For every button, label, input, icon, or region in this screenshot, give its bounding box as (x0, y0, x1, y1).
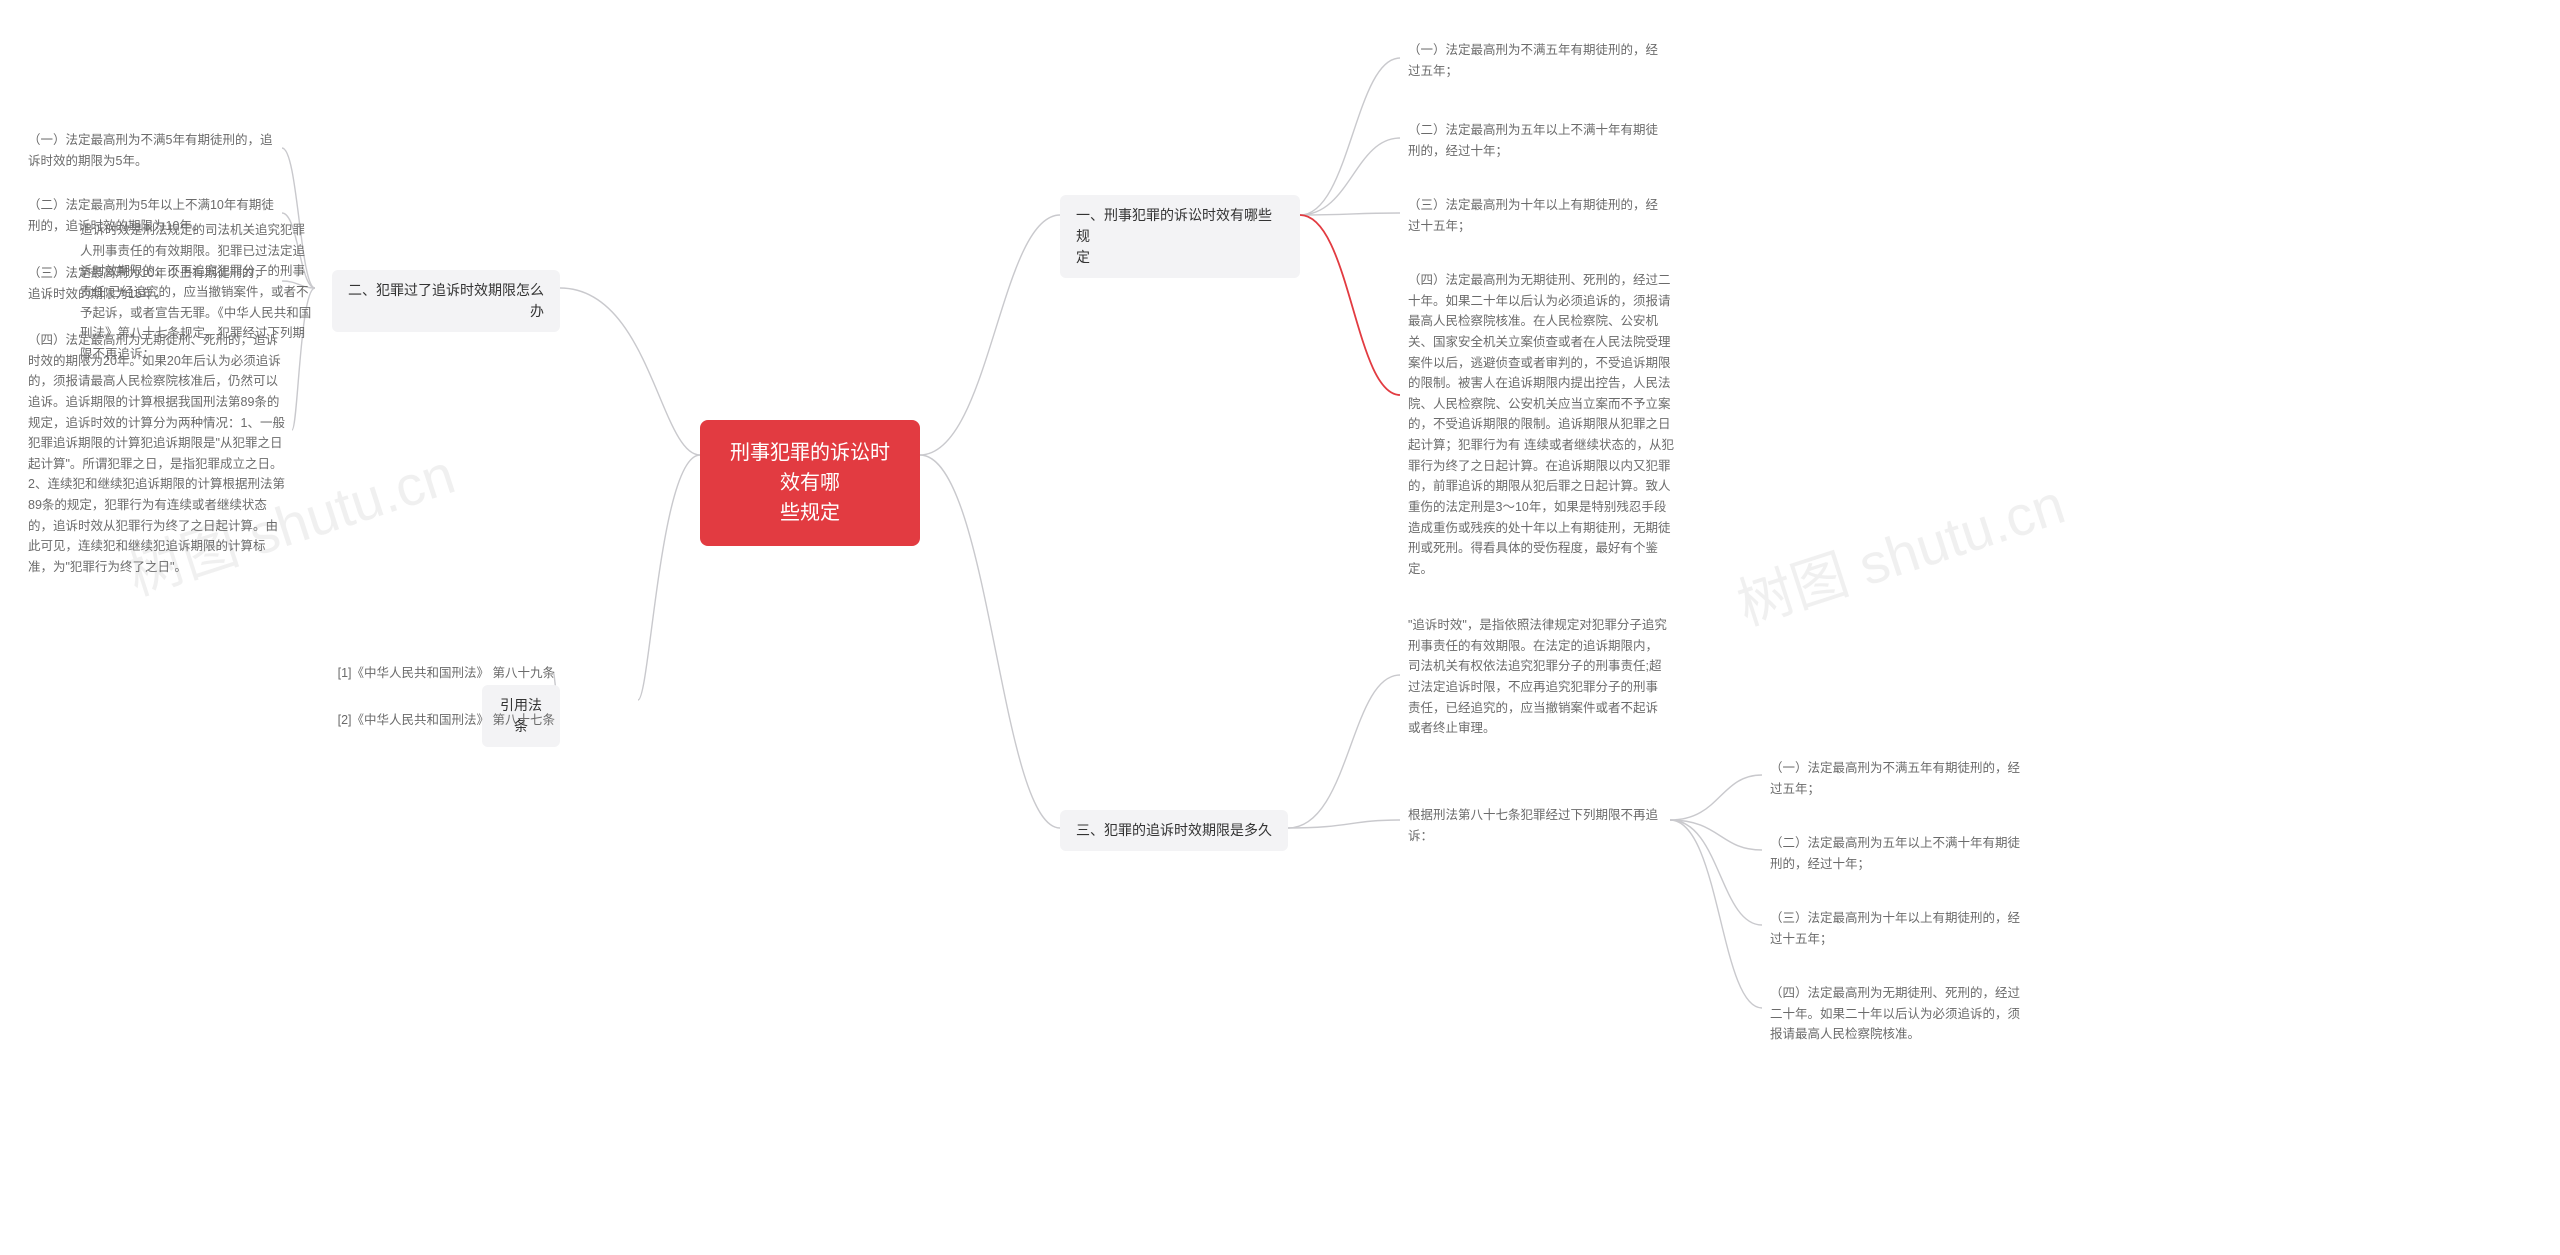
s1-leaf-1: （一）法定最高刑为不满五年有期徒刑的，经过五年； (1408, 40, 1668, 81)
s1-leaf-3: （三）法定最高刑为十年以上有期徒刑的，经过十五年； (1408, 195, 1668, 236)
s2-leaf-1: （一）法定最高刑为不满5年有期徒刑的，追诉时效的期限为5年。 (28, 130, 278, 171)
s2-leaf-2: （二）法定最高刑为5年以上不满10年有期徒刑的，追诉时效的期限为10年。 (28, 195, 278, 236)
section-3: 三、犯罪的追诉时效期限是多久 (1060, 810, 1288, 851)
section-1: 一、刑事犯罪的诉讼时效有哪些规 定 (1060, 195, 1300, 278)
root-line1: 刑事犯罪的诉讼时效有哪 (730, 442, 890, 494)
s1-leaf-2: （二）法定最高刑为五年以上不满十年有期徒刑的，经过十年； (1408, 120, 1668, 161)
root-node: 刑事犯罪的诉讼时效有哪 些规定 (700, 420, 920, 546)
s3-leaf-4: （四）法定最高刑为无期徒刑、死刑的，经过二十年。如果二十年以后认为必须追诉的，须… (1770, 983, 2030, 1045)
s3-leaf-1: （一）法定最高刑为不满五年有期徒刑的，经过五年； (1770, 758, 2030, 799)
s1-leaf-4: （四）法定最高刑为无期徒刑、死刑的，经过二十年。如果二十年以后认为必须追诉的，须… (1408, 270, 1678, 579)
s4-ref-2: [2]《中华人民共和国刑法》 第八十七条 (330, 710, 555, 731)
root-line2: 些规定 (780, 502, 840, 524)
s3-intro-text: "追诉时效"，是指依照法律规定对犯罪分子追究刑事责任的有效期限。在法定的追诉期限… (1408, 615, 1668, 739)
s3-leaf-2: （二）法定最高刑为五年以上不满十年有期徒刑的，经过十年； (1770, 833, 2030, 874)
s2-leaf-4: （四）法定最高刑为无期徒刑、死刑的，追诉时效的期限为20年。如果20年后认为必须… (28, 330, 290, 578)
s4-ref-1: [1]《中华人民共和国刑法》 第八十九条 (330, 663, 555, 684)
connector-lines (0, 0, 2560, 1255)
s3-sub-text: 根据刑法第八十七条犯罪经过下列期限不再追诉： (1408, 805, 1668, 846)
s2-leaf-3: （三）法定最高刑为10年以上有期徒刑的，追诉时效的期限为15年。 (28, 263, 278, 304)
watermark-2: 树图 shutu.cn (1726, 460, 2074, 642)
s3-leaf-3: （三）法定最高刑为十年以上有期徒刑的，经过十五年； (1770, 908, 2030, 949)
section-2: 二、犯罪过了追诉时效期限怎么办 (332, 270, 560, 332)
